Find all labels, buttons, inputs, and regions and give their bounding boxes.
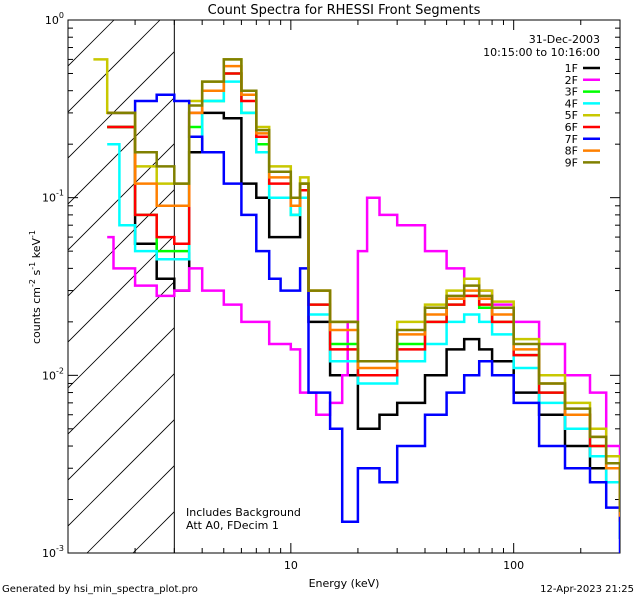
hatch-line — [68, 97, 175, 205]
legend-label-6F: 6F — [565, 121, 578, 134]
legend-label-1F: 1F — [565, 62, 578, 75]
y-tick-label: 10-1 — [42, 189, 64, 205]
y-tick-label: 10-2 — [42, 366, 64, 382]
y-axis-label: counts cm-2 s-1 keV-1 — [28, 230, 43, 344]
hatch-line — [68, 373, 175, 481]
x-tick-label: 100 — [503, 559, 524, 572]
legend-label-3F: 3F — [565, 86, 578, 99]
timestamp-footer: 12-Apr-2023 21:25 — [540, 584, 634, 595]
x-tick-label: 10 — [284, 559, 298, 572]
series-line-2F — [107, 196, 620, 483]
hatch-line — [68, 20, 161, 113]
axis-ticks: 10 100 100 10-1 10-2 10-3 — [42, 11, 621, 572]
legend-label-4F: 4F — [565, 97, 578, 110]
series-line-1F — [107, 111, 620, 539]
hatch-line — [68, 419, 175, 527]
legend-label-9F: 9F — [565, 156, 578, 169]
series-line-7F — [107, 93, 620, 553]
hatch-line — [68, 235, 175, 343]
hatch-line — [593, 20, 640, 553]
background-hatch-region — [68, 20, 640, 553]
y-tick-label: 10-3 — [42, 544, 64, 560]
legend-label-2F: 2F — [565, 74, 578, 87]
hatch-line — [547, 20, 640, 553]
time-range-label: 10:15:00 to 10:16:00 — [483, 46, 600, 59]
legend-label-5F: 5F — [565, 109, 578, 122]
generator-footer: Generated by hsi_min_spectra_plot.pro — [2, 584, 198, 595]
date-label: 31-Dec-2003 — [529, 33, 600, 46]
y-tick-label: 100 — [45, 11, 64, 27]
series-line-3F — [107, 72, 620, 522]
hatch-line — [68, 281, 175, 389]
hatch-line — [68, 20, 115, 67]
x-axis-label: Energy (keV) — [309, 577, 380, 590]
annotation-attenuator: Att A0, FDecim 1 — [186, 519, 279, 532]
plot-frame — [67, 19, 621, 554]
series-line-4F — [107, 80, 620, 539]
hatch-line — [68, 189, 175, 297]
legend-label-8F: 8F — [565, 145, 578, 158]
annotation-background: Includes Background — [186, 506, 301, 519]
hatch-line — [363, 20, 640, 553]
series-line-6F — [107, 72, 620, 522]
hatch-line — [86, 465, 175, 553]
hatch-line — [455, 20, 640, 553]
legend-label-7F: 7F — [565, 133, 578, 146]
hatch-line — [271, 20, 640, 553]
series-lines — [93, 58, 620, 553]
series-line-9F — [107, 58, 620, 513]
chart-title: Count Spectra for RHESSI Front Segments — [208, 3, 481, 18]
hatch-line — [68, 51, 175, 159]
